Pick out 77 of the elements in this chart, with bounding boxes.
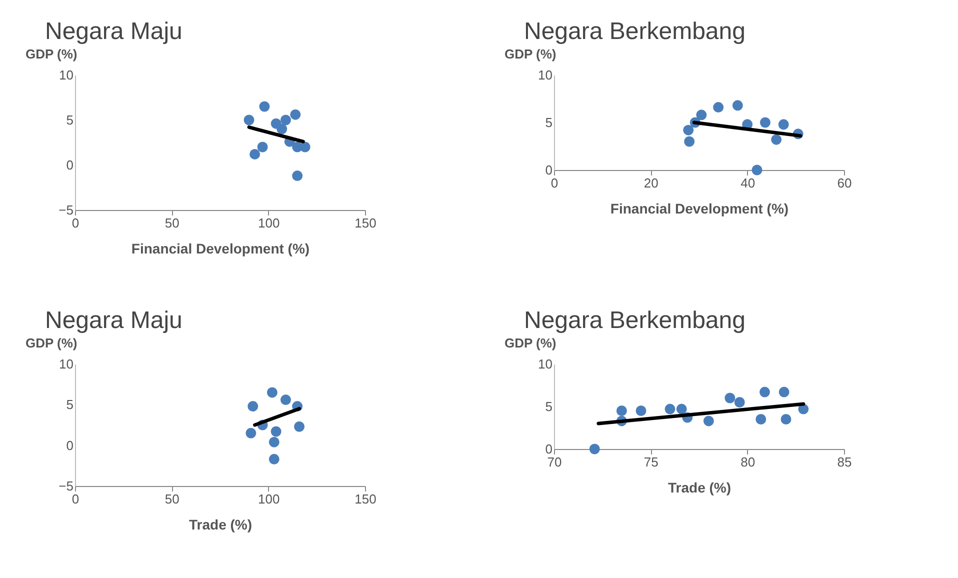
- point: [248, 401, 258, 412]
- point: [684, 136, 695, 147]
- y-tick-label: 10: [59, 356, 74, 372]
- point: [290, 109, 301, 120]
- x-tick-label: 60: [837, 176, 852, 190]
- point: [696, 110, 707, 120]
- point: [778, 119, 789, 130]
- x-tick-label: 50: [164, 492, 180, 506]
- point: [759, 386, 770, 398]
- x-axis-title: Financial Development (%): [131, 240, 310, 256]
- y-tick-label: 10: [59, 68, 74, 82]
- x-tick-label: 50: [164, 216, 180, 230]
- point: [259, 101, 270, 112]
- point: [268, 454, 280, 464]
- point: [676, 404, 687, 414]
- x-tick-label: 150: [354, 216, 376, 230]
- point: [276, 124, 288, 134]
- point: [266, 387, 278, 398]
- point: [734, 397, 745, 408]
- point: [760, 117, 770, 128]
- x-tick-label: 20: [644, 176, 658, 190]
- point: [244, 114, 254, 126]
- y-axis-title: GDP (%): [26, 46, 78, 62]
- point: [703, 416, 714, 426]
- point: [268, 436, 280, 448]
- y-tick-label: −5: [58, 202, 74, 218]
- y-tick-label: 5: [545, 115, 552, 130]
- x-tick-label: 75: [644, 454, 658, 470]
- x-tick-label: 70: [547, 454, 562, 470]
- y-tick-label: 0: [66, 158, 74, 172]
- point: [257, 142, 268, 152]
- point: [294, 421, 305, 432]
- point: [771, 134, 782, 145]
- point: [280, 114, 291, 126]
- x-axis-title: Trade (%): [188, 516, 252, 532]
- point: [589, 444, 600, 454]
- point: [664, 404, 676, 414]
- x-tick-label: 100: [258, 216, 280, 230]
- y-tick-label: 10: [538, 356, 552, 372]
- y-tick-label: 5: [545, 399, 552, 414]
- chart-title: Negara Maju: [45, 18, 182, 45]
- y-tick-label: 5: [66, 397, 74, 412]
- x-tick-label: 100: [258, 492, 280, 506]
- y-tick-label: 0: [545, 162, 552, 178]
- chart-title: Negara Berkembang: [524, 307, 746, 334]
- point: [292, 170, 303, 182]
- y-axis-title: GDP (%): [504, 336, 556, 350]
- point: [778, 386, 790, 398]
- point: [683, 124, 694, 136]
- y-tick-label: 5: [66, 112, 74, 128]
- point: [752, 164, 762, 176]
- chart-title: Negara Maju: [45, 307, 182, 334]
- point: [756, 414, 766, 424]
- x-axis-title: Trade (%): [668, 480, 732, 496]
- point: [250, 148, 260, 160]
- y-tick-label: 10: [538, 68, 552, 82]
- y-tick-label: 0: [545, 442, 552, 456]
- y-tick-label: −5: [58, 478, 74, 494]
- point: [713, 102, 724, 113]
- point: [616, 406, 627, 416]
- point: [636, 406, 646, 416]
- point: [246, 428, 256, 438]
- point: [724, 392, 736, 404]
- point: [270, 426, 282, 437]
- point: [780, 414, 792, 424]
- point: [280, 394, 291, 406]
- y-axis-title: GDP (%): [504, 46, 556, 62]
- y-tick-label: 0: [66, 438, 74, 453]
- chart-title: Negara Berkembang: [524, 18, 746, 45]
- x-tick-label: 85: [837, 454, 852, 470]
- x-axis-title: Financial Development (%): [610, 200, 789, 216]
- x-tick-label: 80: [740, 454, 756, 470]
- point: [300, 142, 310, 152]
- x-tick-label: 150: [354, 492, 376, 506]
- point: [732, 100, 743, 111]
- y-axis-title: GDP (%): [26, 336, 78, 350]
- x-tick-label: 40: [740, 176, 756, 190]
